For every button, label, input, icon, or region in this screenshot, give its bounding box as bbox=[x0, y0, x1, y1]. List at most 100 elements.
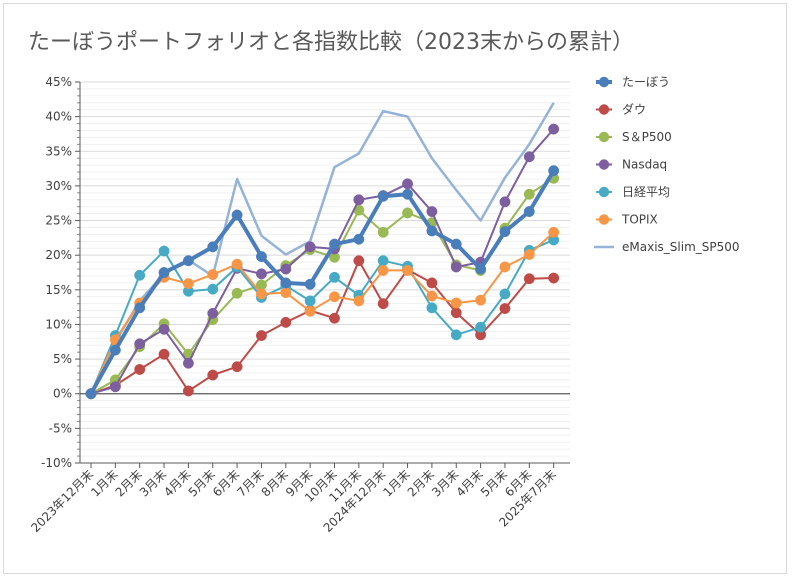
data-point bbox=[231, 287, 243, 299]
x-tick-label: 3月末 bbox=[429, 467, 461, 499]
x-tick-label: 2月末 bbox=[113, 467, 145, 499]
data-point bbox=[475, 294, 487, 306]
data-point bbox=[499, 261, 511, 273]
data-point bbox=[134, 338, 146, 350]
data-point bbox=[182, 357, 194, 369]
data-point bbox=[329, 312, 340, 324]
x-tick-label: 2月末 bbox=[405, 467, 437, 499]
legend-label: eMaxis_Slim_SP500 bbox=[622, 240, 740, 254]
data-point bbox=[256, 268, 267, 280]
data-point bbox=[475, 263, 487, 275]
data-point bbox=[109, 381, 121, 393]
x-tick-label: 6月末 bbox=[210, 467, 242, 499]
y-tick-label: 45% bbox=[45, 75, 72, 89]
x-tick-label: 8月末 bbox=[259, 467, 291, 499]
series-1 bbox=[85, 165, 560, 400]
data-point bbox=[304, 278, 316, 290]
y-tick-label: 30% bbox=[45, 179, 72, 193]
x-tick-label: 5月末 bbox=[186, 467, 218, 499]
data-point bbox=[523, 249, 535, 260]
data-point bbox=[377, 264, 389, 276]
legend-item: たーぼう bbox=[596, 75, 670, 89]
legend-marker bbox=[598, 159, 610, 170]
data-point bbox=[450, 329, 462, 341]
legend-marker bbox=[598, 104, 610, 115]
data-point bbox=[402, 264, 413, 276]
y-tick-label: 20% bbox=[45, 248, 72, 262]
data-point bbox=[377, 298, 389, 310]
data-point bbox=[523, 151, 535, 163]
y-tick-label: 0% bbox=[53, 387, 72, 401]
data-point bbox=[377, 226, 389, 238]
data-point bbox=[134, 364, 146, 375]
legend-item: Nasdaq bbox=[596, 158, 667, 172]
data-point bbox=[182, 255, 194, 267]
y-tick-label: 15% bbox=[45, 283, 72, 297]
legend-item: ダウ bbox=[596, 102, 646, 117]
data-point bbox=[231, 361, 243, 373]
data-point bbox=[353, 295, 365, 307]
y-tick-label: 40% bbox=[45, 110, 72, 124]
x-tick-label: 1月末 bbox=[88, 467, 120, 499]
x-tick-label: 4月末 bbox=[453, 467, 485, 499]
series-line bbox=[90, 177, 555, 395]
y-tick-label: 35% bbox=[45, 144, 72, 158]
data-point bbox=[280, 277, 292, 289]
x-tick-label: 5月末 bbox=[478, 467, 510, 499]
data-point bbox=[256, 251, 267, 263]
data-point bbox=[231, 258, 243, 270]
legend-marker bbox=[598, 131, 610, 143]
series-line bbox=[90, 231, 555, 395]
data-point bbox=[426, 302, 438, 314]
data-point bbox=[499, 226, 511, 238]
data-point bbox=[85, 388, 97, 400]
y-tick-label: 25% bbox=[45, 214, 72, 228]
data-point bbox=[158, 267, 170, 278]
legend-marker bbox=[598, 186, 610, 198]
data-point bbox=[207, 307, 219, 319]
data-point bbox=[523, 273, 535, 285]
data-point bbox=[207, 269, 219, 281]
data-point bbox=[280, 263, 292, 275]
data-point bbox=[182, 278, 194, 290]
data-point bbox=[426, 225, 438, 237]
series-group bbox=[85, 102, 560, 400]
series-2 bbox=[85, 255, 560, 400]
data-point bbox=[426, 277, 438, 289]
data-point bbox=[450, 307, 462, 319]
data-point bbox=[499, 288, 511, 300]
x-tick-label: 3月末 bbox=[137, 467, 169, 499]
series-line bbox=[90, 259, 554, 395]
data-point bbox=[450, 238, 462, 250]
data-point bbox=[329, 271, 340, 283]
data-point bbox=[207, 241, 219, 253]
data-point bbox=[304, 241, 316, 253]
legend-item: 日経平均 bbox=[596, 185, 670, 199]
data-point bbox=[402, 178, 413, 190]
x-tick-label: 1月末 bbox=[380, 467, 412, 499]
x-tick-label: 4月末 bbox=[161, 467, 193, 499]
data-point bbox=[231, 209, 243, 221]
data-point bbox=[523, 188, 535, 200]
data-point bbox=[402, 207, 413, 219]
data-point bbox=[548, 123, 560, 135]
data-point bbox=[134, 269, 146, 281]
data-point bbox=[304, 305, 316, 317]
data-point bbox=[377, 190, 389, 202]
data-point bbox=[499, 303, 511, 314]
data-point bbox=[207, 369, 219, 381]
data-point bbox=[353, 233, 365, 245]
y-tick-label: -10% bbox=[41, 456, 72, 470]
data-point bbox=[353, 255, 365, 267]
legend-label: Nasdaq bbox=[622, 158, 667, 172]
legend-label: 日経平均 bbox=[622, 185, 670, 199]
y-tick-label: 10% bbox=[45, 317, 72, 331]
data-point bbox=[523, 206, 535, 217]
data-point bbox=[207, 283, 219, 295]
legend-item: eMaxis_Slim_SP500 bbox=[594, 240, 740, 254]
legend-marker bbox=[598, 76, 610, 88]
data-point bbox=[548, 272, 560, 284]
x-tick-label: 7月末 bbox=[234, 467, 266, 499]
data-point bbox=[402, 188, 413, 200]
